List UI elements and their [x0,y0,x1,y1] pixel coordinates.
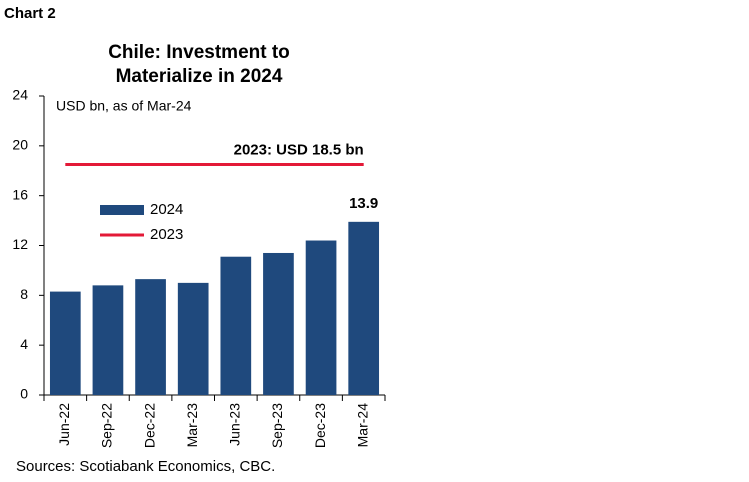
x-tick-label: Sep-22 [99,403,115,448]
bar [135,279,166,395]
bar [49,291,81,395]
bar [263,252,294,395]
bar [348,221,380,395]
x-tick-label: Sep-23 [269,403,285,448]
x-tick-label: Jun-23 [227,403,243,446]
annotation: 2023: USD 18.5 bn [234,141,364,158]
y-tick-label: 16 [12,186,28,202]
legend-swatch [100,205,144,215]
y-tick-label: 8 [20,286,28,302]
chart-title: Chile: Investment to [108,42,290,63]
y-tick-label: 20 [12,137,28,153]
bar [305,240,337,395]
bar [92,285,124,395]
chart-title: Materialize in 2024 [116,66,283,87]
x-tick-label: Mar-24 [354,403,370,448]
x-tick-label: Dec-22 [141,403,157,448]
chart-label: Chart 2 [4,5,56,22]
bar [220,256,252,395]
y-tick-label: 4 [20,336,28,352]
y-tick-label: 12 [12,236,28,252]
data-label: 13.9 [349,195,378,212]
y-tick-label: 24 [12,87,28,103]
legend-label: 2024 [150,201,183,218]
y-tick-label: 0 [20,386,28,402]
x-tick-label: Jun-22 [56,403,72,446]
legend-label: 2023 [150,226,183,243]
source: Sources: Scotiabank Economics, CBC. [16,458,275,475]
subtitle: USD bn, as of Mar-24 [56,98,192,114]
x-tick-label: Mar-23 [184,403,200,448]
bar [177,282,209,395]
x-tick-label: Dec-23 [312,403,328,448]
